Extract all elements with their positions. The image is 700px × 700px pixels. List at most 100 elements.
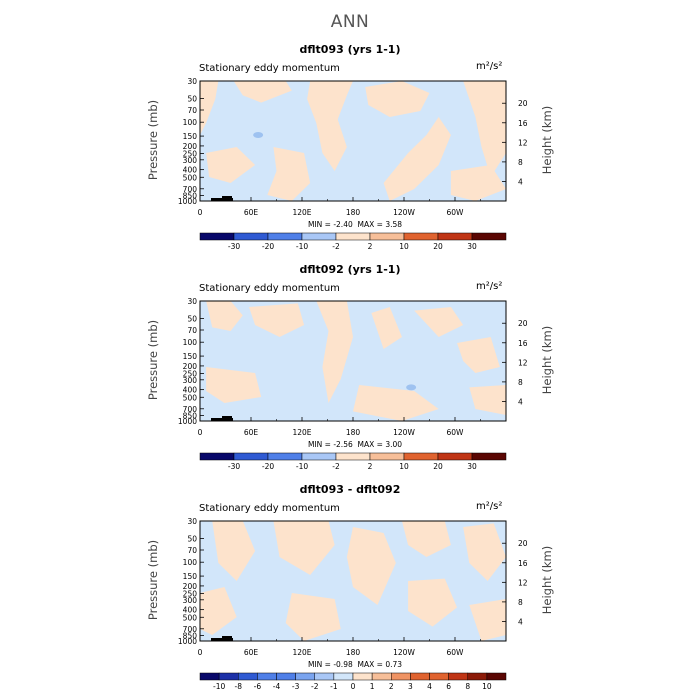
field-positive-region (233, 81, 292, 103)
y-tick-label: 500 (183, 613, 198, 622)
field-positive-region (267, 147, 311, 201)
units-label: m²/s² (476, 61, 503, 72)
y-tick-label: 250 (183, 150, 198, 159)
y-tick-label: 30 (187, 297, 197, 306)
x-tick-label: 60W (447, 428, 465, 437)
y-tick-label: 200 (183, 362, 198, 371)
y-tick-label: 700 (183, 185, 198, 194)
colorbar-box (267, 452, 303, 461)
colorbar-label: 6 (446, 682, 451, 691)
x-tick-label: 0 (198, 208, 203, 217)
colorbar-label: 2 (368, 462, 373, 471)
chart-svg: 3050701001502002503004005007008501000201… (178, 77, 528, 251)
x-tick-label: 120W (393, 648, 415, 657)
min-label: MIN = (307, 220, 331, 229)
y-tick-label: 30 (187, 77, 197, 86)
colorbar-box (335, 232, 371, 241)
y-tick-label: 50 (187, 534, 197, 543)
x-tick-label: 60E (244, 208, 259, 217)
x-tick-label: 120E (292, 208, 311, 217)
field-positive-region (463, 81, 506, 177)
colorbar-box (486, 672, 507, 681)
field-contour-blob (406, 384, 417, 391)
y-tick-label: 500 (183, 173, 198, 182)
topography-mark (211, 198, 233, 201)
colorbar-label: -3 (292, 682, 300, 691)
y-tick-label: 200 (183, 582, 198, 591)
colorbar-label: 4 (427, 682, 432, 691)
colorbar-label: 20 (433, 462, 443, 471)
y2-tick-label: 12 (518, 358, 528, 367)
x-tick-label: 180 (346, 428, 361, 437)
y-tick-label: 100 (183, 338, 198, 347)
field-positive-region (200, 587, 237, 635)
colorbar-label: -2 (311, 682, 319, 691)
colorbar-label: -20 (262, 462, 274, 471)
y-tick-label: 850 (183, 411, 198, 420)
y-tick-label: 400 (183, 166, 198, 175)
x-tick-label: 120E (292, 648, 311, 657)
colorbar-label: -1 (330, 682, 338, 691)
panel-3: dflt093 - dflt092 Stationary eddy moment… (0, 480, 700, 700)
field-positive-region (316, 301, 353, 403)
colorbar-label: -6 (254, 682, 262, 691)
y2-tick-label: 8 (518, 158, 523, 167)
y-tick-label: 150 (183, 572, 198, 581)
y-tick-label: 300 (183, 376, 198, 385)
panel-title: dflt093 (yrs 1-1) (299, 43, 401, 56)
field-positive-region (371, 307, 402, 349)
topography-mark (222, 196, 232, 198)
colorbar-box (391, 672, 411, 681)
colorbar-box (295, 672, 315, 681)
field-positive-region (463, 523, 506, 581)
y2-tick-label: 8 (518, 598, 523, 607)
colorbar-label: 3 (408, 682, 413, 691)
colorbar-box (471, 452, 507, 461)
y-tick-label: 500 (183, 393, 198, 402)
y-tick-label: 700 (183, 405, 198, 414)
colorbar-label: 2 (389, 682, 394, 691)
y2-tick-label: 20 (518, 99, 528, 108)
y-tick-label: 1000 (178, 637, 197, 646)
max-value: 0.73 (385, 660, 403, 669)
colorbar-label: -20 (262, 242, 274, 251)
max-label: MAX = (357, 660, 383, 669)
colorbar-box (403, 232, 439, 241)
colorbar-box (448, 672, 468, 681)
y-tick-label: 150 (183, 352, 198, 361)
y-tick-label: 850 (183, 631, 198, 640)
y2-tick-label: 16 (518, 119, 528, 128)
y2-tick-label: 8 (518, 378, 523, 387)
y-tick-label: 250 (183, 370, 198, 379)
colorbar-label: 10 (482, 682, 492, 691)
min-value: -2.40 (333, 220, 353, 229)
field-contour-blob (253, 132, 264, 138)
colorbar-box (333, 672, 354, 681)
y2-tick-label: 4 (518, 177, 523, 186)
y-tick-label: 50 (187, 94, 197, 103)
y-tick-label: 150 (183, 132, 198, 141)
field-positive-region (408, 578, 458, 627)
colorbar-box (371, 672, 392, 681)
x-tick-label: 60E (244, 428, 259, 437)
field-positive-region (248, 303, 305, 337)
y2-tick-label: 16 (518, 559, 528, 568)
y2-tick-label: 20 (518, 539, 528, 548)
colorbar-box (369, 452, 405, 461)
y-tick-label: 250 (183, 590, 198, 599)
field-positive-region (414, 307, 464, 337)
colorbar-label: -8 (235, 682, 243, 691)
topography-mark (222, 416, 232, 418)
colorbar-label: -4 (273, 682, 281, 691)
panel-subtitle: Stationary eddy momentum (199, 283, 340, 294)
colorbar-label: -10 (296, 242, 308, 251)
colorbar-box (276, 672, 296, 681)
y-tick-label: 70 (187, 106, 197, 115)
colorbar-box (233, 232, 269, 241)
colorbar-box (314, 672, 335, 681)
x-tick-label: 0 (198, 428, 203, 437)
field-positive-region (285, 593, 341, 641)
chart-svg: 3050701001502002503004005007008501000201… (178, 517, 528, 691)
colorbar-box (238, 672, 258, 681)
field-positive-region (469, 599, 506, 641)
